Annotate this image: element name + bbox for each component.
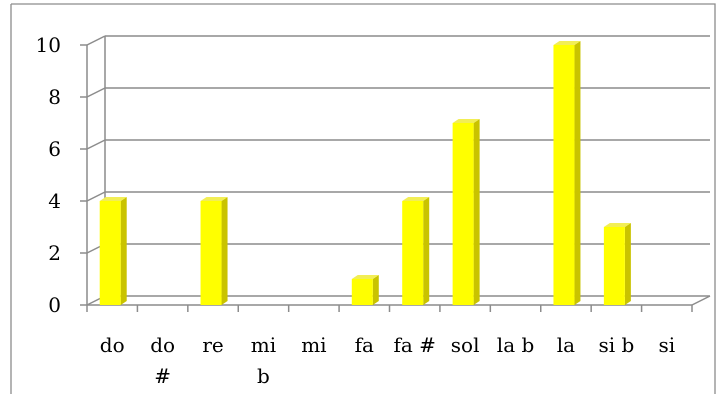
chart-frame: [10, 3, 716, 394]
bar-top: [452, 119, 480, 123]
bar-top: [603, 223, 631, 227]
x-tick-label-line: la: [557, 333, 575, 357]
bar-side: [423, 197, 430, 305]
bar-front: [603, 227, 625, 305]
x-tick-label-line: si b: [598, 333, 634, 357]
x-tick-label-line: si: [658, 333, 675, 357]
y-tick-label: 10: [36, 33, 61, 57]
bar-front: [200, 201, 222, 305]
x-tick-label-line: la b: [497, 333, 534, 357]
bar: [603, 223, 631, 305]
bar-front: [553, 45, 575, 305]
x-tick-label: mi b: [251, 333, 276, 388]
bar-side: [120, 197, 127, 305]
gridline-depth: [86, 35, 106, 46]
x-tick-label-line: do: [150, 333, 175, 357]
bar: [452, 119, 480, 305]
bar-front: [452, 123, 474, 305]
y-tick-label: 4: [48, 189, 61, 213]
bar: [351, 275, 379, 305]
x-tick-label-line: mi: [251, 333, 276, 357]
x-tick-label: si b: [598, 333, 634, 357]
x-tick-label: la b: [497, 333, 534, 357]
x-tick-label-line: re: [202, 333, 223, 357]
bar-side: [624, 223, 631, 305]
bar-side: [473, 119, 480, 305]
bar-side: [574, 41, 581, 305]
x-tick-label-line: do: [100, 333, 125, 357]
x-tick-label-line: mi: [301, 333, 326, 357]
bar-front: [99, 201, 121, 305]
bar: [402, 197, 430, 305]
y-tick-label: 6: [48, 137, 61, 161]
x-tick-label-line: #: [154, 364, 171, 388]
bar-top: [200, 197, 228, 201]
x-tick-label-line: fa: [355, 333, 374, 357]
bar: [553, 41, 581, 305]
x-tick-label: mi: [301, 333, 326, 357]
bar-top: [402, 197, 430, 201]
bar-side: [372, 275, 379, 305]
bar-side: [221, 197, 228, 305]
bar-front: [351, 279, 373, 305]
x-tick-label-line: fa #: [393, 333, 435, 357]
y-tick-label: 0: [48, 293, 61, 317]
x-tick-label: fa: [355, 333, 374, 357]
x-tick-label: sol: [451, 333, 480, 357]
y-tick-label: 8: [48, 85, 61, 109]
y-axis: 0 2 4 6 8 10: [36, 33, 693, 317]
bar-top: [351, 275, 379, 279]
x-tick-label: si: [658, 333, 675, 357]
bar-top: [553, 41, 581, 45]
gridline-depth: [86, 191, 106, 202]
x-tick-label: do: [100, 333, 125, 357]
floor-right-edge: [691, 295, 711, 306]
x-tick-label-line: b: [257, 364, 270, 388]
x-tick-label: fa #: [393, 333, 435, 357]
bar-front: [402, 201, 424, 305]
bar-top: [99, 197, 127, 201]
bar: [200, 197, 228, 305]
gridline-depth: [86, 87, 106, 98]
x-tick-label: re: [202, 333, 223, 357]
bar: [99, 197, 127, 305]
x-tick-label: do #: [150, 333, 175, 388]
gridline-depth: [86, 139, 106, 150]
bars: [99, 41, 631, 305]
x-tick-label: la: [557, 333, 575, 357]
x-tick-label-line: sol: [451, 333, 480, 357]
x-axis-labels: do do # re mi b mi fa fa # sol la b la si b si: [100, 333, 675, 388]
chart-border: [11, 3, 716, 394]
y-tick-label: 2: [48, 241, 61, 265]
